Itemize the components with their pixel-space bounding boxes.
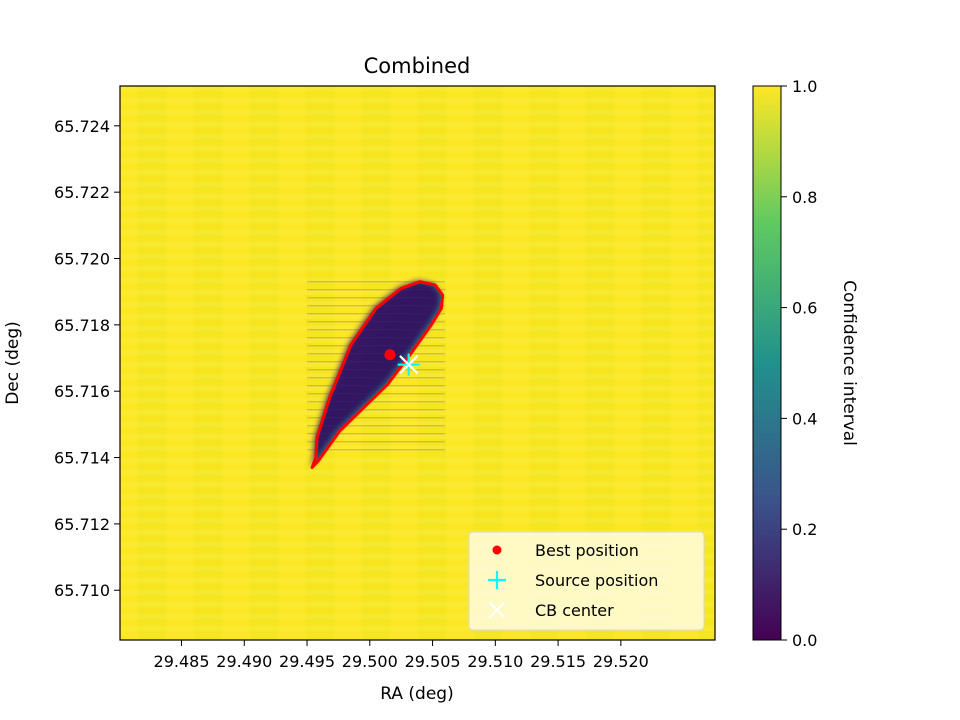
heatmap-row-shade — [120, 98, 715, 103]
x-tick-label: 29.520 — [593, 652, 649, 671]
colorbar-gradient — [752, 85, 782, 641]
heatmap-row-shade — [120, 122, 715, 127]
y-tick-label: 65.718 — [54, 316, 110, 335]
heatmap-row-shade — [120, 386, 715, 391]
y-tick-label: 65.714 — [54, 449, 110, 468]
y-axis: 65.710 65.712 65.714 65.716 65.718 65.720 65.7… — [54, 117, 120, 600]
heatmap-row-shade — [120, 614, 715, 619]
heatmap-row-shade — [120, 626, 715, 631]
axes-frame — [119, 85, 716, 641]
heatmap-row-shade — [120, 578, 715, 583]
y-tick-label: 65.716 — [54, 382, 110, 401]
colorbar-tick-label: 1.0 — [792, 77, 817, 96]
heatmap-row-shade — [120, 506, 715, 511]
y-tick-label: 65.712 — [54, 515, 110, 534]
x-tick-label: 29.490 — [216, 652, 272, 671]
colorbar-label: Confidence interval — [839, 280, 859, 446]
heatmap-row-shade — [120, 434, 715, 439]
heatmap-column-shade — [250, 86, 278, 640]
heatmap-column-shade — [306, 86, 334, 640]
region-interior — [310, 280, 441, 467]
best-position-marker — [492, 545, 502, 555]
source-position-marker — [488, 571, 506, 589]
legend-label: Source position — [535, 571, 658, 590]
legend: Best position Source position CB center — [468, 531, 705, 631]
heatmap-row-shade — [120, 182, 715, 187]
heatmap-row-shade — [120, 446, 715, 451]
colorbar-tick-label: 0.4 — [792, 409, 817, 428]
heatmap-row-shade — [120, 530, 715, 535]
heatmap-row-shade — [120, 554, 715, 559]
heatmap-row-shade — [120, 146, 715, 151]
cb-center-marker — [489, 602, 505, 618]
heatmap-row-shade — [120, 206, 715, 211]
x-tick-label: 29.485 — [154, 652, 210, 671]
heatmap-row-shade — [120, 602, 715, 607]
markers-layer — [384, 349, 420, 376]
heatmap-row-shade — [120, 410, 715, 415]
heatmap-row-shade — [120, 542, 715, 547]
colorbar-tick-label: 0.6 — [792, 299, 817, 318]
x-axis-label: RA (deg) — [380, 684, 453, 704]
heatmap-row-shade — [120, 254, 715, 259]
y-axis-label: Dec (deg) — [3, 321, 23, 405]
colorbar-tick-label: 0.2 — [792, 520, 817, 539]
x-tick-label: 29.515 — [530, 652, 586, 671]
best-position-marker — [384, 349, 396, 361]
heatmap-row-shade — [120, 266, 715, 271]
heatmap-row-shade — [120, 470, 715, 475]
cb-center-marker — [399, 355, 419, 375]
y-tick-label: 65.724 — [54, 117, 110, 136]
heatmap-row-shade — [120, 278, 715, 283]
heatmap-row-shade — [120, 194, 715, 199]
x-tick-label: 29.510 — [467, 652, 523, 671]
x-tick-label: 29.495 — [279, 652, 335, 671]
legend-box — [468, 531, 705, 631]
x-axis: 29.485 29.490 29.495 29.500 29.505 29.510 29.5… — [154, 640, 649, 671]
legend-label: Best position — [535, 541, 639, 560]
heatmap-row-shade — [120, 86, 715, 91]
heatmap-row-shade — [120, 422, 715, 427]
heatmap-row-shade — [120, 566, 715, 571]
chart-title: Combined — [364, 54, 471, 78]
heatmap-row-shade — [120, 230, 715, 235]
heatmap-column-shade — [194, 86, 222, 640]
heatmap-row-shade — [120, 518, 715, 523]
heatmap-row-shade — [120, 218, 715, 223]
confidence-region — [307, 280, 446, 469]
x-tick-label: 29.500 — [342, 652, 398, 671]
x-tick-label: 29.505 — [405, 652, 461, 671]
colorbar-ticks: 0.0 0.2 0.4 0.6 0.8 1.0 — [781, 77, 817, 650]
colorbar-tick-label: 0.0 — [792, 631, 817, 650]
heatmap-row-shade — [120, 110, 715, 115]
y-tick-label: 65.710 — [54, 581, 110, 600]
heatmap-column-shade — [418, 86, 446, 640]
legend-label: CB center — [535, 601, 614, 620]
heatmap-row-shade — [120, 398, 715, 403]
y-tick-label: 65.722 — [54, 183, 110, 202]
heatmap-row-shade — [120, 350, 715, 355]
confidence-contour — [310, 280, 445, 469]
heatmap-row-shade — [120, 590, 715, 595]
heatmap-column-shade — [698, 86, 715, 640]
heatmap-row-shade — [120, 134, 715, 139]
heatmap-row-shade — [120, 242, 715, 247]
heatmap-row-shade — [120, 158, 715, 163]
heatmap-column-shade — [138, 86, 166, 640]
colorbar: 0.0 0.2 0.4 0.6 0.8 1.0 Confidence interval — [752, 77, 859, 650]
heatmap-row-shade — [120, 494, 715, 499]
y-tick-label: 65.720 — [54, 250, 110, 269]
heatmap-row-shade — [120, 482, 715, 487]
heatmap-row-shade — [120, 458, 715, 463]
heatmap-row-shade — [120, 374, 715, 379]
heatmap-row-shade — [120, 170, 715, 175]
colorbar-tick-label: 0.8 — [792, 188, 817, 207]
